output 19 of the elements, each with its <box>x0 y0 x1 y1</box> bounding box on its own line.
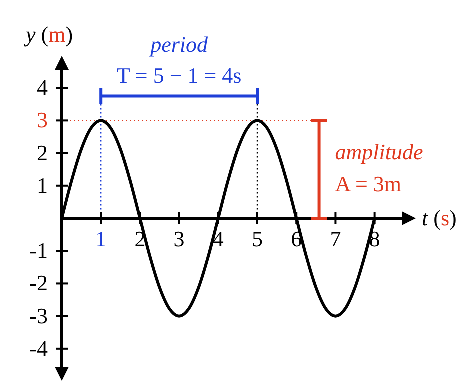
x-tick-label: 5 <box>252 226 264 252</box>
y-tick-label: -3 <box>30 303 48 328</box>
annotation: amplitude <box>335 140 424 165</box>
y-tick-label: -2 <box>30 270 48 296</box>
y-tick-label: -1 <box>30 238 48 264</box>
y-tick-label: 2 <box>37 140 48 166</box>
annotation: T = 5 − 1 = 4s <box>116 63 242 88</box>
y-tick-label: 3 <box>37 108 48 133</box>
annotation: A = 3m <box>335 172 402 197</box>
x-axis-title: t (s) <box>422 206 457 230</box>
y-tick-label: -4 <box>30 336 48 361</box>
x-tick-label: 4 <box>212 226 224 252</box>
x-tick-label: 7 <box>330 226 342 252</box>
y-tick-label: 1 <box>37 172 48 198</box>
x-tick-label: 1 <box>96 226 107 252</box>
x-tick-label: 3 <box>174 226 185 252</box>
y-tick-label: 4 <box>37 75 48 100</box>
y-axis-title: y (m) <box>24 22 74 47</box>
text: period <box>148 32 210 57</box>
